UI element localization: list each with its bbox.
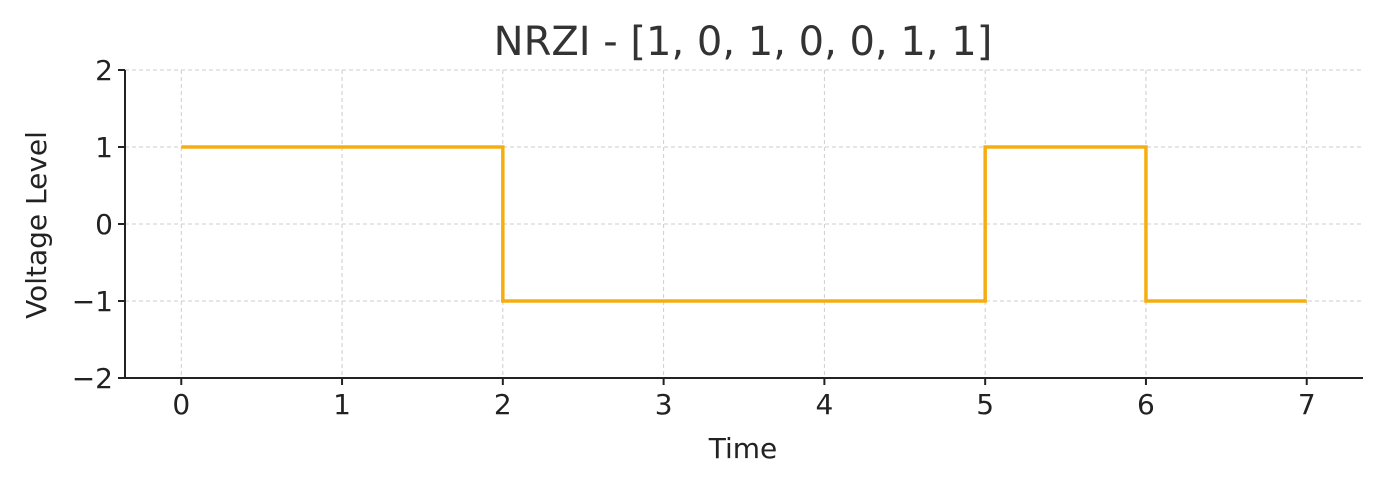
- x-tick-label-3: 3: [655, 388, 673, 421]
- x-tick-label-6: 6: [1137, 388, 1155, 421]
- chart-title: NRZI - [1, 0, 1, 0, 0, 1, 1]: [494, 19, 993, 65]
- ticks: 0 1 2 3 4 5 6 7 2 1 0 −1 −2: [72, 54, 1316, 421]
- x-tick-label-4: 4: [815, 388, 833, 421]
- y-tick-label-0: 2: [95, 54, 113, 87]
- y-tick-label-1: 1: [95, 131, 113, 164]
- x-tick-label-1: 1: [333, 388, 351, 421]
- x-tick-label-5: 5: [976, 388, 994, 421]
- x-tick-label-0: 0: [172, 388, 190, 421]
- y-tick-label-3: −1: [72, 285, 113, 318]
- signal-series: [181, 145, 1307, 303]
- x-tick-label-2: 2: [494, 388, 512, 421]
- y-tick-label-2: 0: [95, 208, 113, 241]
- grid: [125, 69, 1363, 379]
- y-tick-label-4: −2: [72, 362, 113, 395]
- signal-line-0: [181, 145, 1307, 303]
- y-axis-label: Voltage Level: [20, 131, 53, 319]
- x-axis-label: Time: [708, 432, 778, 465]
- x-tick-label-7: 7: [1298, 388, 1316, 421]
